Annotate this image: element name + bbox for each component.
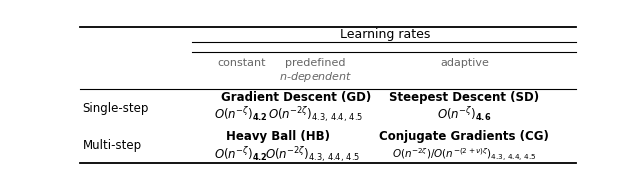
Text: $O(n^{-2\zeta})_{\mathit{4.3,\thinspace 4.4,\thinspace 4.5}}$: $O(n^{-2\zeta})_{\mathit{4.3,\thinspace …: [264, 145, 360, 165]
Text: Learning rates: Learning rates: [340, 28, 430, 41]
Text: $n$-dependent: $n$-dependent: [279, 70, 353, 84]
Text: $O(n^{-\zeta})_{\mathbf{4.6}}$: $O(n^{-\zeta})_{\mathbf{4.6}}$: [437, 105, 492, 124]
Text: Single-step: Single-step: [83, 102, 149, 115]
Text: Heavy Ball (HB): Heavy Ball (HB): [227, 130, 330, 143]
Text: predefined: predefined: [285, 58, 346, 68]
Text: Steepest Descent (SD): Steepest Descent (SD): [389, 91, 540, 104]
Text: $O(n^{-\zeta})_{\mathbf{4.2}}$: $O(n^{-\zeta})_{\mathbf{4.2}}$: [214, 145, 268, 164]
Text: Gradient Descent (GD): Gradient Descent (GD): [221, 91, 371, 104]
Text: Multi-step: Multi-step: [83, 139, 141, 152]
Text: $O(n^{-\zeta})_{\mathbf{4.2}}$: $O(n^{-\zeta})_{\mathbf{4.2}}$: [214, 105, 268, 124]
Text: Conjugate Gradients (CG): Conjugate Gradients (CG): [380, 130, 549, 143]
Text: $O(n^{-2\zeta})_{\mathit{4.3,\thinspace 4.4,\thinspace 4.5}}$: $O(n^{-2\zeta})_{\mathit{4.3,\thinspace …: [268, 105, 363, 125]
Text: $O(n^{-2\zeta})/O(n^{-(2+\nu)\zeta})_{\mathit{4.3,\thinspace 4.4,\thinspace 4.5}: $O(n^{-2\zeta})/O(n^{-(2+\nu)\zeta})_{\m…: [392, 146, 537, 163]
Text: adaptive: adaptive: [440, 58, 489, 68]
Text: constant: constant: [217, 58, 266, 68]
